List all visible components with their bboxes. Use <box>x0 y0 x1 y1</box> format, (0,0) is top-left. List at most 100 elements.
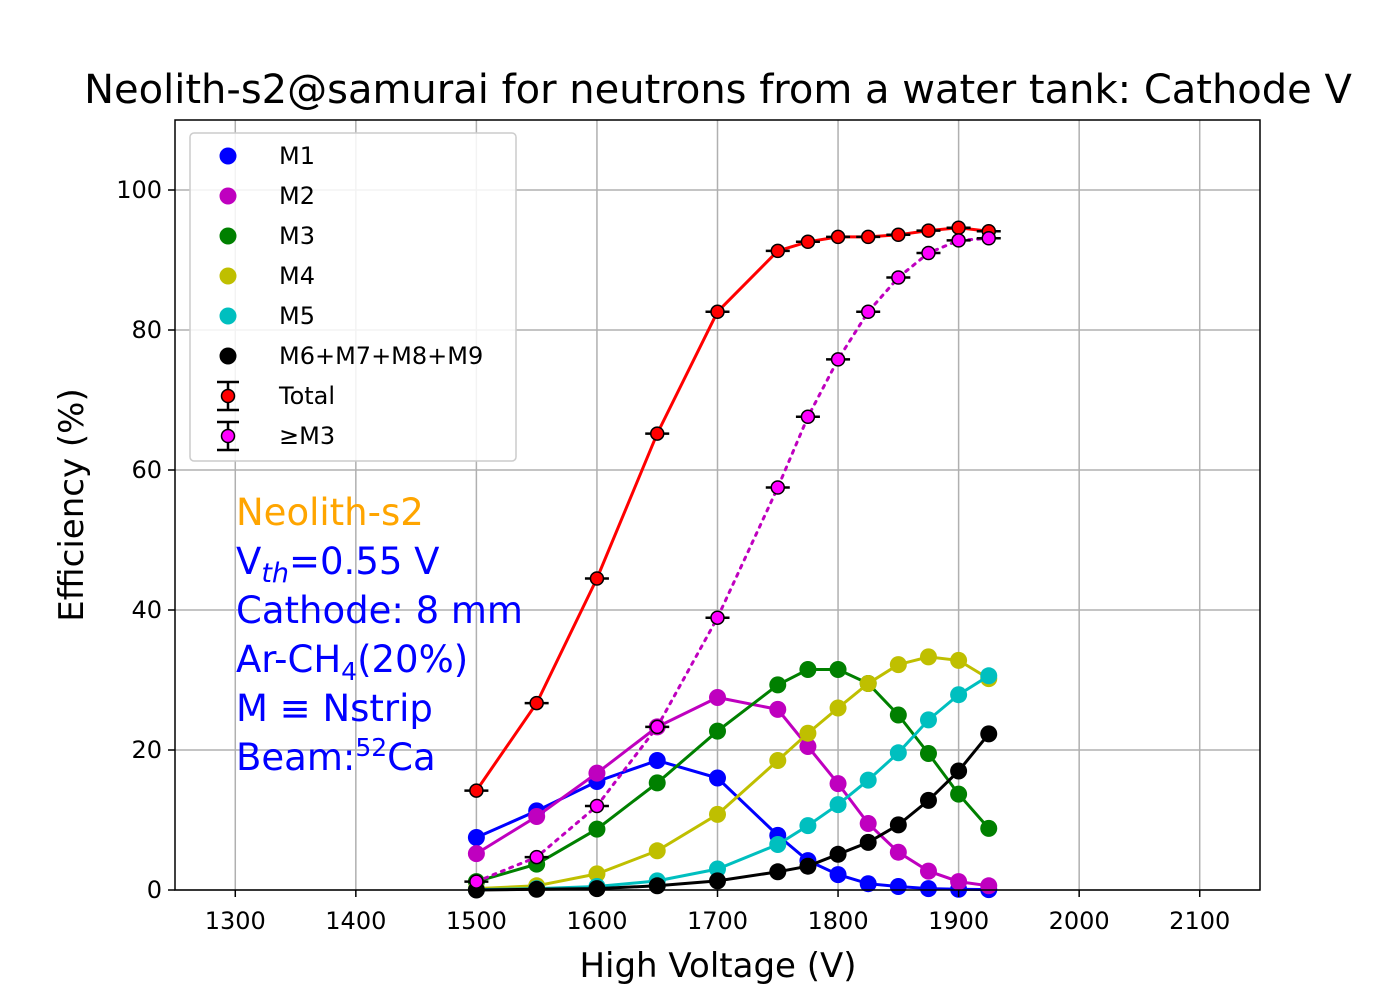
data-point <box>648 752 666 769</box>
data-point <box>859 771 877 789</box>
data-point <box>919 880 937 898</box>
x-tick-label: 1500 <box>446 907 507 935</box>
data-point <box>829 661 847 678</box>
data-point <box>829 796 847 814</box>
data-point <box>588 820 606 838</box>
data-point <box>889 816 907 834</box>
legend-marker-icon <box>219 147 237 165</box>
grid <box>175 120 1260 891</box>
data-point <box>889 878 907 895</box>
data-point <box>919 711 937 729</box>
data-point <box>769 676 787 694</box>
data-point <box>889 706 907 724</box>
series-Total <box>464 220 1001 798</box>
data-point <box>829 845 847 863</box>
data-point <box>709 872 726 890</box>
x-axis-label: High Voltage (V) <box>579 946 856 986</box>
legend-label: M1 <box>279 142 315 170</box>
annotation-beam: Beam:52Ca <box>236 733 436 779</box>
data-point <box>709 689 726 706</box>
y-tick-label: 80 <box>131 316 162 344</box>
data-point <box>829 866 847 884</box>
y-tick-label: 0 <box>147 876 162 904</box>
data-point <box>770 480 786 495</box>
series-M3 <box>467 661 998 891</box>
data-point <box>709 722 726 740</box>
legend-frame <box>189 132 517 462</box>
data-point <box>588 764 606 782</box>
data-point <box>648 877 666 895</box>
data-point <box>469 783 484 798</box>
data-point <box>860 304 876 320</box>
data-point <box>799 738 817 755</box>
data-point <box>469 874 484 889</box>
y-tick-label: 40 <box>131 596 162 624</box>
data-point <box>980 877 998 895</box>
data-point <box>800 409 816 425</box>
data-point <box>921 223 936 238</box>
data-point <box>921 245 936 261</box>
data-point <box>769 700 787 718</box>
data-point <box>770 243 786 259</box>
data-point <box>859 675 877 692</box>
x-tick-label: 1900 <box>928 907 989 935</box>
series-line <box>474 236 991 884</box>
data-point <box>859 875 877 893</box>
data-point <box>799 724 817 742</box>
legend-label: ≥M3 <box>279 422 335 450</box>
data-point <box>709 805 726 823</box>
series-line <box>476 674 990 892</box>
annotation-m-definition: M ≡ Nstrip <box>236 687 433 730</box>
data-point <box>829 775 847 793</box>
x-tick-label: 1600 <box>566 907 627 935</box>
legend-label: M2 <box>279 182 315 210</box>
annotation-cathode: Cathode: 8 mm <box>236 589 523 632</box>
legend-label: M6+M7+M8+M9 <box>279 342 483 370</box>
data-point <box>950 873 968 891</box>
series-M1 <box>467 752 998 899</box>
data-point <box>769 836 787 853</box>
data-point <box>951 233 966 248</box>
y-tick-label: 20 <box>131 736 162 764</box>
data-point <box>889 744 907 762</box>
chart-title: Neolith-s2@samurai for neutrons from a w… <box>84 67 1352 113</box>
x-tick-label: 1700 <box>687 907 748 935</box>
plot-area <box>464 220 1001 899</box>
data-point <box>830 352 846 367</box>
data-point <box>799 661 817 678</box>
legend-marker-icon <box>220 388 236 404</box>
legend-label: M3 <box>279 222 315 250</box>
x-tick-label: 1400 <box>325 907 386 935</box>
data-point <box>769 752 787 769</box>
data-point <box>830 229 846 245</box>
data-point <box>919 648 937 666</box>
data-point <box>859 833 877 851</box>
data-point <box>891 270 906 285</box>
legend-marker-icon <box>219 187 237 205</box>
data-point <box>709 769 726 787</box>
data-point <box>649 719 665 735</box>
annotation-gas: Ar-CH4(20%) <box>236 638 468 686</box>
data-point <box>860 229 876 245</box>
legend-label: M4 <box>279 262 315 290</box>
data-point <box>829 699 847 717</box>
data-point <box>529 695 544 711</box>
data-point <box>950 651 968 669</box>
info-annotation: Neolith-s2 Vth=0.55 V Cathode: 8 mm Ar-C… <box>236 491 523 779</box>
data-point <box>919 745 937 762</box>
series-M6+M7+M8+M9 <box>467 725 998 899</box>
data-point <box>529 849 544 865</box>
data-point <box>859 815 877 832</box>
data-point <box>467 845 485 863</box>
legend-marker-icon <box>220 428 236 444</box>
data-point <box>951 220 966 236</box>
data-point <box>589 571 605 586</box>
legend-marker-icon <box>219 307 237 325</box>
data-point <box>980 725 998 743</box>
data-point <box>981 231 996 246</box>
data-point <box>889 843 907 861</box>
data-point <box>799 817 817 835</box>
x-tick-label: 2000 <box>1049 907 1110 935</box>
data-point <box>919 862 937 880</box>
